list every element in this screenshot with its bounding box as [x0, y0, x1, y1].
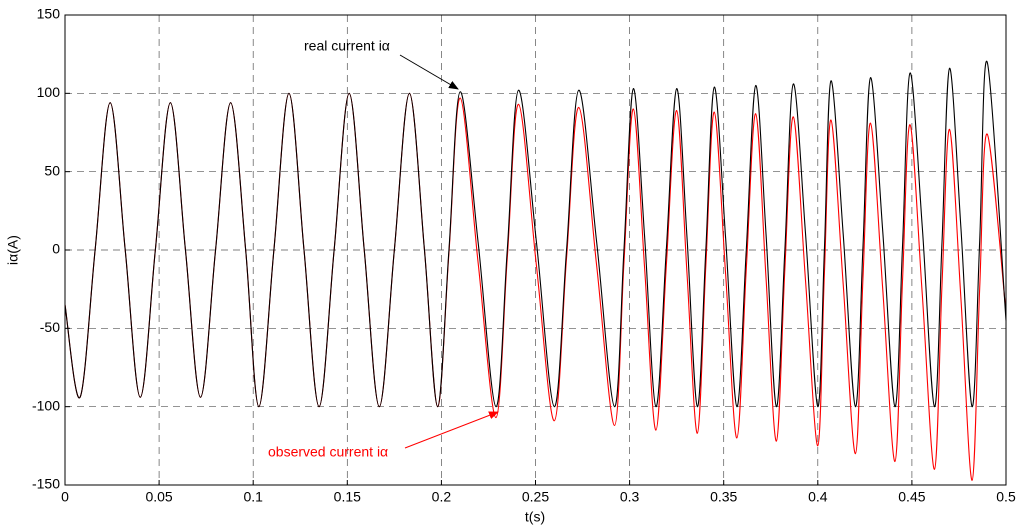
annotation-real: real current iα — [304, 38, 390, 54]
plot-lines — [64, 60, 1007, 481]
y-axis-label: iα(A) — [5, 235, 21, 265]
y-tick-label: -100 — [32, 397, 60, 413]
x-tick-label: 0.25 — [522, 489, 549, 505]
x-tick-label: 0.1 — [243, 489, 263, 505]
x-tick-label: 0.05 — [145, 489, 172, 505]
series-line — [64, 60, 1007, 408]
annotation-observed: observed current iα — [268, 444, 388, 460]
x-tick-label: 0.15 — [334, 489, 361, 505]
y-tick-label: -50 — [40, 319, 60, 335]
y-tick-label: 150 — [37, 6, 61, 22]
x-axis-label: t(s) — [525, 509, 545, 525]
x-tick-label: 0 — [61, 489, 69, 505]
y-tick-label: 0 — [52, 241, 60, 257]
grid — [64, 14, 1007, 486]
x-tick-label: 0.35 — [710, 489, 737, 505]
ticks: 0 0.05 0.1 0.15 0.2 0.25 0.3 0.35 0.4 0.45 0.5 -150… — [32, 6, 1016, 505]
x-tick-label: 0.45 — [898, 489, 925, 505]
x-tick-label: 0.4 — [808, 489, 828, 505]
x-tick-label: 0.2 — [432, 489, 452, 505]
annotation-arrow — [399, 54, 459, 90]
y-tick-label: -150 — [32, 476, 60, 492]
annotation-arrow — [404, 411, 499, 449]
x-tick-label: 0.5 — [996, 489, 1016, 505]
x-tick-label: 0.3 — [620, 489, 640, 505]
y-tick-label: 50 — [44, 162, 60, 178]
y-tick-label: 100 — [37, 84, 61, 100]
